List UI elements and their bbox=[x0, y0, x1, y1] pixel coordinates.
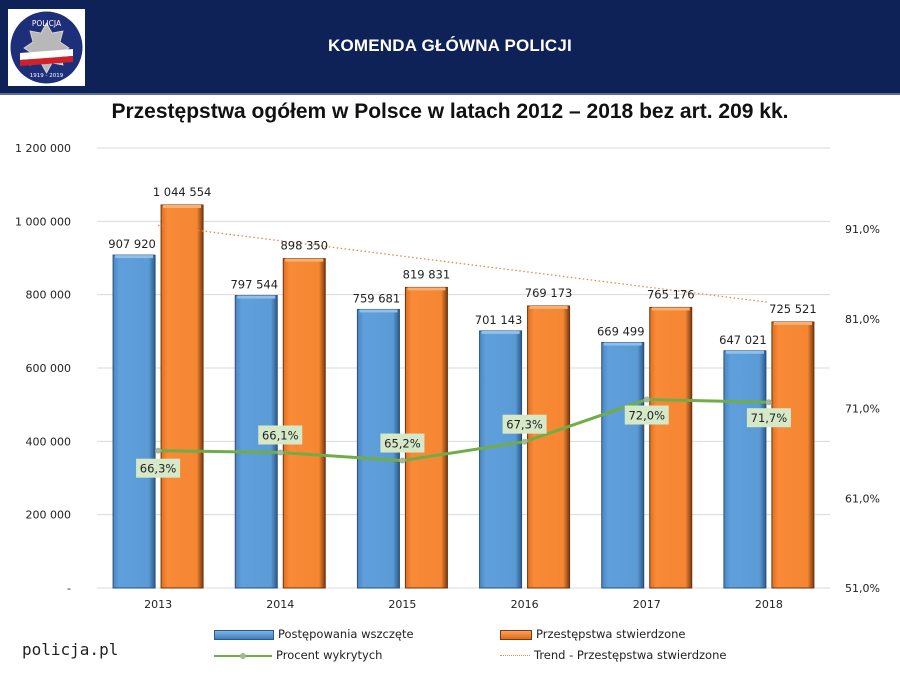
line-point bbox=[765, 399, 772, 406]
data-label-przestepstwa: 725 521 bbox=[769, 302, 817, 316]
bar-bevel bbox=[407, 287, 446, 291]
bar-bevel bbox=[115, 255, 154, 259]
x-axis-tick-label: 2016 bbox=[511, 598, 539, 611]
line-procent-wykrytych bbox=[158, 398, 769, 463]
percent-label-box bbox=[624, 405, 669, 425]
data-label-przestepstwa: 765 176 bbox=[647, 287, 695, 301]
legend-swatch-blue-icon bbox=[214, 629, 274, 640]
right-axis-tick-label: 81,0% bbox=[845, 313, 880, 326]
data-label-procent: 72,0% bbox=[628, 409, 665, 423]
data-label-postepowania: 647 021 bbox=[719, 333, 767, 347]
line-point bbox=[643, 396, 650, 403]
bar-bevel bbox=[725, 350, 764, 354]
line-point bbox=[521, 438, 528, 445]
org-name: KOMENDA GŁÓWNA POLICJI bbox=[328, 36, 572, 55]
left-axis-tick-label: 200 000 bbox=[26, 509, 72, 522]
x-axis-tick-label: 2013 bbox=[144, 598, 172, 611]
line-point bbox=[155, 447, 162, 454]
bar-przestepstwa bbox=[282, 258, 326, 589]
right-axis-tick-label: 71,0% bbox=[845, 403, 880, 416]
footer-site: policja.pl bbox=[22, 640, 119, 659]
x-axis-tick-label: 2015 bbox=[388, 598, 416, 611]
legend-item-postepowania: Postępowania wszczęte bbox=[214, 627, 414, 641]
line-point bbox=[399, 457, 406, 464]
bar-bevel bbox=[603, 342, 642, 346]
header-bar: POLICJA 1919 - 2019 KOMENDA GŁÓWNA POLIC… bbox=[0, 0, 900, 95]
legend-label: Przestępstwa stwierdzone bbox=[536, 627, 686, 641]
legend-item-procent: Procent wykrytych bbox=[214, 648, 382, 662]
bar-przestepstwa bbox=[649, 306, 693, 589]
bar-postepowania bbox=[112, 254, 156, 589]
line-point bbox=[277, 449, 284, 456]
legend-swatch-orange-icon bbox=[500, 629, 532, 640]
data-label-procent: 71,7% bbox=[751, 411, 788, 425]
bar-bevel bbox=[237, 295, 276, 299]
legend-dotted-line-icon bbox=[500, 655, 530, 656]
legend-label: Postępowania wszczęte bbox=[278, 627, 414, 641]
bar-bevel bbox=[481, 330, 520, 334]
data-label-przestepstwa: 1 044 554 bbox=[153, 185, 212, 199]
data-label-postepowania: 907 920 bbox=[108, 237, 156, 251]
data-label-procent: 65,2% bbox=[384, 437, 421, 451]
right-axis-tick-label: 51,0% bbox=[845, 582, 880, 595]
bar-przestepstwa bbox=[771, 321, 815, 589]
trendline-przestepstwa bbox=[158, 224, 769, 304]
bar-bevel bbox=[359, 309, 398, 313]
data-label-przestepstwa: 769 173 bbox=[525, 286, 573, 300]
legend-line-marker-icon bbox=[214, 651, 272, 661]
data-label-procent: 66,3% bbox=[140, 462, 177, 476]
left-axis-tick-label: 600 000 bbox=[26, 362, 72, 375]
data-label-przestepstwa: 819 831 bbox=[403, 267, 451, 281]
left-axis-tick-label: 800 000 bbox=[26, 289, 72, 302]
bar-przestepstwa bbox=[527, 305, 571, 589]
legend-item-trend: Trend - Przestępstwa stwierdzone bbox=[500, 648, 726, 662]
right-axis-tick-label: 61,0% bbox=[845, 492, 880, 505]
bar-postepowania bbox=[601, 342, 645, 589]
left-axis-tick-label: 400 000 bbox=[26, 435, 72, 448]
x-axis-tick-label: 2017 bbox=[633, 598, 661, 611]
bar-bevel bbox=[651, 307, 690, 311]
data-label-procent: 67,3% bbox=[506, 418, 543, 432]
legend-label: Procent wykrytych bbox=[276, 648, 383, 662]
legend-item-przestepstwa: Przestępstwa stwierdzone bbox=[500, 627, 686, 641]
data-label-postepowania: 759 681 bbox=[353, 291, 401, 305]
left-axis-tick-label: 1 200 000 bbox=[15, 142, 71, 155]
data-label-postepowania: 669 499 bbox=[597, 325, 645, 339]
data-label-procent: 66,1% bbox=[262, 428, 299, 442]
left-axis-tick-label: 1 000 000 bbox=[15, 215, 71, 228]
data-label-przestepstwa: 898 350 bbox=[280, 239, 328, 253]
police-logo: POLICJA 1919 - 2019 bbox=[8, 9, 85, 86]
bar-postepowania bbox=[723, 350, 767, 589]
legend-label: Trend - Przestępstwa stwierdzone bbox=[534, 648, 727, 662]
percent-label-box bbox=[746, 408, 791, 428]
police-badge-icon: POLICJA 1919 - 2019 bbox=[10, 11, 83, 84]
percent-label-box bbox=[136, 458, 181, 478]
x-axis-tick-label: 2014 bbox=[266, 598, 294, 611]
left-axis-tick-label: - bbox=[67, 582, 71, 595]
bar-bevel bbox=[163, 204, 202, 208]
percent-label-box bbox=[258, 425, 303, 445]
bar-bevel bbox=[773, 321, 812, 325]
bar-bevel bbox=[285, 258, 324, 262]
svg-text:1919 - 2019: 1919 - 2019 bbox=[30, 73, 64, 79]
data-label-postepowania: 701 143 bbox=[475, 313, 523, 327]
right-axis-tick-label: 91,0% bbox=[845, 223, 880, 236]
data-label-postepowania: 797 544 bbox=[230, 278, 278, 292]
percent-label-box bbox=[380, 433, 425, 453]
bar-przestepstwa bbox=[160, 204, 204, 589]
x-axis-tick-label: 2018 bbox=[755, 598, 783, 611]
bar-bevel bbox=[529, 305, 568, 309]
bar-postepowania bbox=[479, 330, 523, 589]
percent-label-box bbox=[502, 414, 547, 434]
svg-text:POLICJA: POLICJA bbox=[32, 19, 62, 28]
chart-title: Przestępstwa ogółem w Polsce w latach 20… bbox=[111, 100, 789, 123]
